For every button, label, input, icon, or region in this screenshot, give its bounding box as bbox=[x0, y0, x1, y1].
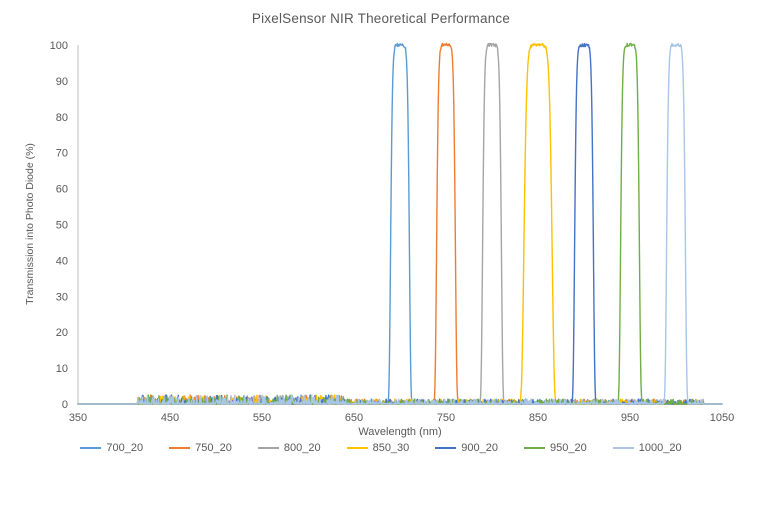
series-line-800_20 bbox=[77, 42, 723, 405]
series-line-900_20 bbox=[77, 42, 723, 405]
legend: 700_20 750_20 800_20 850_30 900_20 950_20 1000… bbox=[0, 442, 762, 454]
y-tick-label: 30 bbox=[56, 291, 68, 303]
series-line-950_20 bbox=[77, 42, 723, 405]
series-line-850_30 bbox=[77, 42, 723, 405]
legend-line-swatch bbox=[169, 447, 191, 449]
x-tick-label: 650 bbox=[345, 412, 363, 424]
series-line-1000_20 bbox=[77, 43, 723, 405]
legend-item-1000_20: 1000_20 bbox=[612, 442, 682, 454]
legend-label: 850_30 bbox=[372, 442, 410, 454]
legend-item-900_20: 900_20 bbox=[435, 442, 498, 454]
legend-label: 950_20 bbox=[550, 442, 587, 454]
legend-item-950_20: 950_20 bbox=[524, 442, 587, 454]
legend-line-swatch bbox=[524, 447, 546, 449]
y-tick-label: 60 bbox=[56, 184, 68, 196]
series-line-700_20 bbox=[77, 42, 723, 405]
x-tick-label: 350 bbox=[69, 412, 87, 424]
y-tick-label: 100 bbox=[50, 40, 68, 52]
legend-label: 750_20 bbox=[195, 442, 232, 454]
legend-label: 1000_20 bbox=[638, 442, 682, 454]
y-tick-label: 90 bbox=[56, 76, 68, 88]
legend-item-800_20: 800_20 bbox=[257, 442, 321, 454]
x-tick-label: 550 bbox=[253, 412, 271, 424]
x-tick-label: 850 bbox=[529, 412, 547, 424]
series-line-750_20 bbox=[77, 42, 723, 405]
y-tick-label: 10 bbox=[56, 363, 68, 375]
y-tick-label: 40 bbox=[56, 255, 68, 267]
y-tick-label: 0 bbox=[62, 399, 68, 411]
x-tick-label: 950 bbox=[621, 412, 639, 424]
chart-title: PixelSensor NIR Theoretical Performance bbox=[251, 11, 511, 26]
legend-label: 800_20 bbox=[283, 442, 321, 454]
y-tick-label: 80 bbox=[56, 112, 68, 124]
x-tick-label: 750 bbox=[437, 412, 455, 424]
legend-line-swatch bbox=[612, 447, 634, 449]
x-tick-label: 450 bbox=[161, 412, 179, 424]
y-tick-label: 20 bbox=[56, 327, 68, 339]
legend-item-850_30: 850_30 bbox=[346, 442, 410, 454]
legend-line-swatch bbox=[257, 447, 279, 449]
legend-line-swatch bbox=[346, 447, 368, 449]
y-tick-label: 70 bbox=[56, 148, 68, 160]
y-tick-label: 50 bbox=[56, 220, 68, 232]
legend-item-750_20: 750_20 bbox=[169, 442, 232, 454]
legend-label: 900_20 bbox=[461, 442, 499, 454]
x-tick-label: 1050 bbox=[710, 412, 734, 424]
legend-line-swatch bbox=[80, 447, 102, 449]
legend-item-700_20: 700_20 bbox=[80, 442, 143, 454]
legend-line-swatch bbox=[435, 447, 457, 449]
legend-label: 700_20 bbox=[106, 442, 144, 454]
x-axis-label: Wavelength (nm) bbox=[358, 426, 442, 438]
